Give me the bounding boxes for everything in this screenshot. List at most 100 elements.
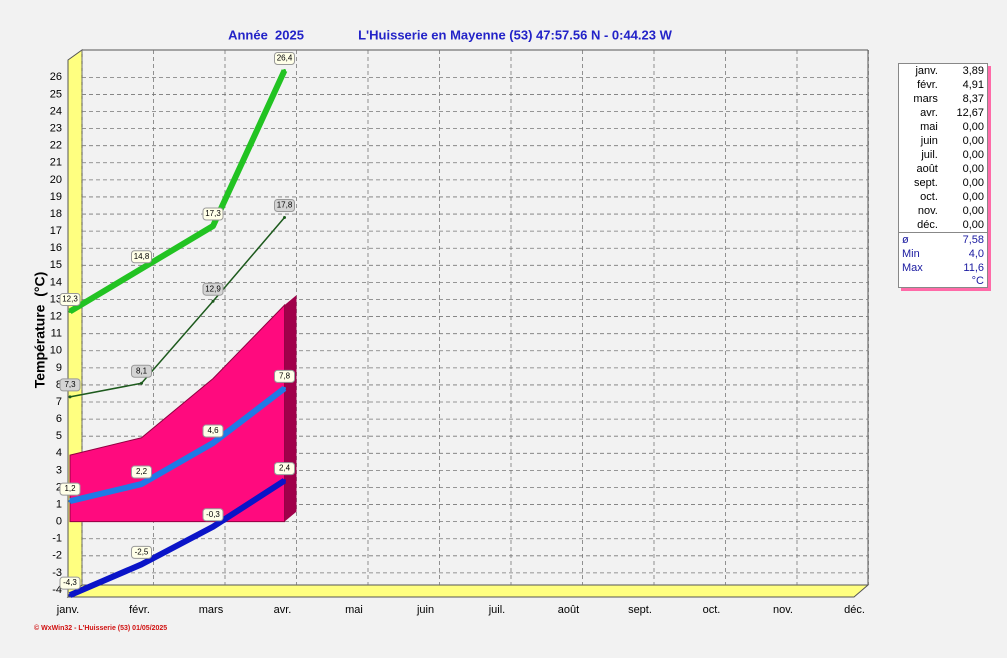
table-cell: juin	[920, 135, 938, 147]
x-tick-label: juin	[416, 604, 434, 616]
table-cell: 3,89	[962, 65, 984, 77]
data-label: 26,4	[277, 54, 293, 63]
table-cell: sept.	[914, 177, 938, 189]
footer: © WxWin32 - L'Huisserie (53) 01/05/2025	[34, 624, 167, 632]
table-row: oct. 0,00	[899, 190, 987, 204]
data-label-group: 8,1	[131, 364, 152, 378]
floor	[66, 584, 870, 598]
table-row: déc. 0,00	[899, 218, 987, 232]
data-label: 2,2	[136, 467, 148, 476]
y-tick-label: 26	[50, 71, 62, 83]
data-label-box	[59, 292, 81, 306]
table-cell: 4,0	[968, 248, 984, 260]
data-label: 17,8	[277, 201, 293, 210]
data-label-box	[274, 52, 295, 66]
x-tick-label: juil.	[488, 604, 506, 616]
data-label-box	[202, 424, 224, 438]
table-cell: 0,00	[962, 219, 984, 231]
table-cell: Min	[902, 248, 920, 260]
data-label-group: -4,3	[59, 576, 81, 590]
table-cell: mai	[920, 121, 938, 133]
y-tick-label: 15	[50, 259, 62, 271]
y-tick-label: 11	[51, 328, 62, 340]
data-label: 14,8	[134, 252, 150, 261]
table-row: févr. 4,91	[899, 78, 987, 92]
table-cell: nov.	[917, 205, 938, 217]
month-table: janv. 3,89 févr. 4,91 mars 8,37 avr. 12,67 mai 0,…	[899, 64, 987, 232]
y-tick-label: 8	[56, 379, 62, 391]
y-tick-label: 12	[50, 310, 62, 322]
data-point	[283, 386, 286, 390]
data-label: -0,3	[206, 510, 220, 519]
data-label-box	[131, 465, 152, 479]
table-cell: févr.	[917, 79, 938, 91]
data-label: 1,2	[64, 484, 76, 493]
table-cell: 11,6	[963, 262, 984, 274]
data-point	[68, 309, 72, 313]
table-row: Max 11,6	[899, 261, 987, 275]
data-label: 7,8	[279, 371, 291, 380]
data-point	[283, 69, 286, 73]
y-tick-label: 1	[56, 498, 62, 510]
chart-subtitle: L'Huisserie en Mayenne (53) 47:57.56 N -…	[358, 27, 673, 42]
table-row: mars 8,37	[899, 92, 987, 106]
y-tick-label: 19	[50, 191, 62, 203]
data-label-box	[59, 576, 81, 590]
y-tick-label: 24	[50, 105, 62, 117]
table-cell: 12,67	[956, 107, 984, 119]
table-row: août 0,00	[899, 162, 987, 176]
table-row: ø 7,58	[899, 233, 987, 248]
data-label-group: 7,8	[274, 369, 295, 383]
data-label: 12,3	[62, 295, 78, 304]
data-label-box	[274, 369, 295, 383]
y-tick-label: 4	[56, 447, 62, 459]
table-row: sept. 0,00	[899, 176, 987, 190]
y-tick-label: 10	[50, 345, 62, 357]
data-point	[211, 525, 215, 529]
area-side	[284, 295, 297, 522]
table-cell: oct.	[920, 191, 938, 203]
table-cell: ø	[902, 234, 909, 246]
table-row: Min 4,0	[899, 247, 987, 261]
data-label: -4,3	[63, 578, 77, 587]
y-tick-label: 18	[50, 208, 62, 220]
y-tick-label: 2	[56, 481, 62, 493]
data-label: 2,4	[279, 464, 291, 473]
y-tick-label: 16	[50, 242, 62, 254]
y-tick-label: 9	[56, 362, 62, 374]
data-label: 7,3	[64, 380, 76, 389]
data-label-group: 14,8	[131, 250, 152, 264]
x-tick-label: janv.	[56, 604, 79, 616]
y-tick-label: 13	[50, 293, 62, 305]
data-label-box	[274, 462, 295, 476]
table-cell: 0,00	[962, 135, 984, 147]
data-label: 12,9	[205, 284, 221, 293]
y-tick-label: 21	[50, 157, 62, 169]
table-cell: 0,00	[962, 177, 984, 189]
table-cell: 0,00	[962, 205, 984, 217]
data-point	[283, 479, 286, 483]
y-tick-label: 22	[50, 140, 62, 152]
series-line	[69, 216, 286, 398]
x-tick-label: avr.	[274, 604, 292, 616]
table-cell: 8,37	[962, 93, 984, 105]
x-tick-label: mars	[199, 604, 224, 616]
data-label-box	[202, 508, 224, 522]
y-tick-label: 23	[50, 123, 62, 135]
data-point	[140, 267, 143, 271]
data-point	[68, 395, 72, 399]
chart-title: Année 2025	[228, 27, 304, 42]
data-label: 4,6	[207, 426, 219, 435]
table-row: janv. 3,89	[899, 64, 987, 78]
y-tick-label: 20	[50, 174, 62, 186]
x-tick-label: févr.	[129, 604, 150, 616]
table-cell: 0,00	[962, 163, 984, 175]
data-label-box	[131, 364, 152, 378]
table-cell: Max	[902, 262, 923, 274]
x-tick-label: août	[558, 604, 579, 616]
data-label: 8,1	[136, 366, 148, 375]
x-tick-label: sept.	[628, 604, 652, 616]
data-label-group: -0,3	[202, 508, 224, 522]
data-label-group: -2,5	[131, 545, 152, 559]
